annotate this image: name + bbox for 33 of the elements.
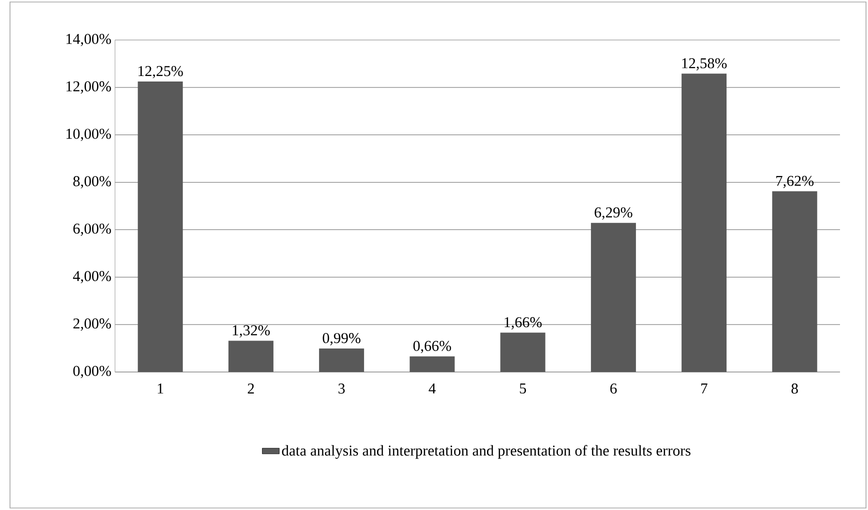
bar xyxy=(590,222,636,372)
y-tick-label: 14,00% xyxy=(66,34,111,46)
data-label: 12,25% xyxy=(138,66,183,78)
data-label: 0,66% xyxy=(413,340,452,354)
y-tick-label: 10,00% xyxy=(66,128,111,141)
x-tick-label: 4 xyxy=(428,384,436,394)
data-label: 0,99% xyxy=(322,333,360,346)
data-label: 6,29% xyxy=(594,207,632,220)
x-tick-label: 7 xyxy=(701,384,708,394)
y-tick-label: 4,00% xyxy=(73,271,111,284)
x-tick-label: 8 xyxy=(792,384,798,394)
bar xyxy=(500,332,546,372)
y-tick-label: 8,00% xyxy=(73,176,111,188)
legend-label: data analysis and interpretation and presentation of the results errors xyxy=(282,444,690,459)
x-tick-label: 6 xyxy=(610,384,617,394)
bar xyxy=(228,340,274,372)
y-tick-label: 2,00% xyxy=(73,318,111,331)
x-tick-label: 3 xyxy=(338,384,345,394)
data-label: 1,32% xyxy=(232,325,270,338)
data-label: 12,58% xyxy=(682,58,727,70)
bar xyxy=(772,191,818,372)
bar xyxy=(682,74,727,372)
data-label: 7,62% xyxy=(776,176,814,188)
x-tick-label: 5 xyxy=(520,384,526,394)
x-tick-label: 2 xyxy=(248,384,254,394)
y-tick-label: 12,00% xyxy=(66,81,111,94)
y-tick-label: 6,00% xyxy=(73,224,111,236)
y-tick-label: 0,00% xyxy=(73,366,111,378)
bar xyxy=(138,81,183,372)
x-tick-label: 1 xyxy=(158,384,164,394)
bar xyxy=(319,348,364,372)
bar xyxy=(410,356,455,372)
data-label: 1,66% xyxy=(504,317,542,330)
